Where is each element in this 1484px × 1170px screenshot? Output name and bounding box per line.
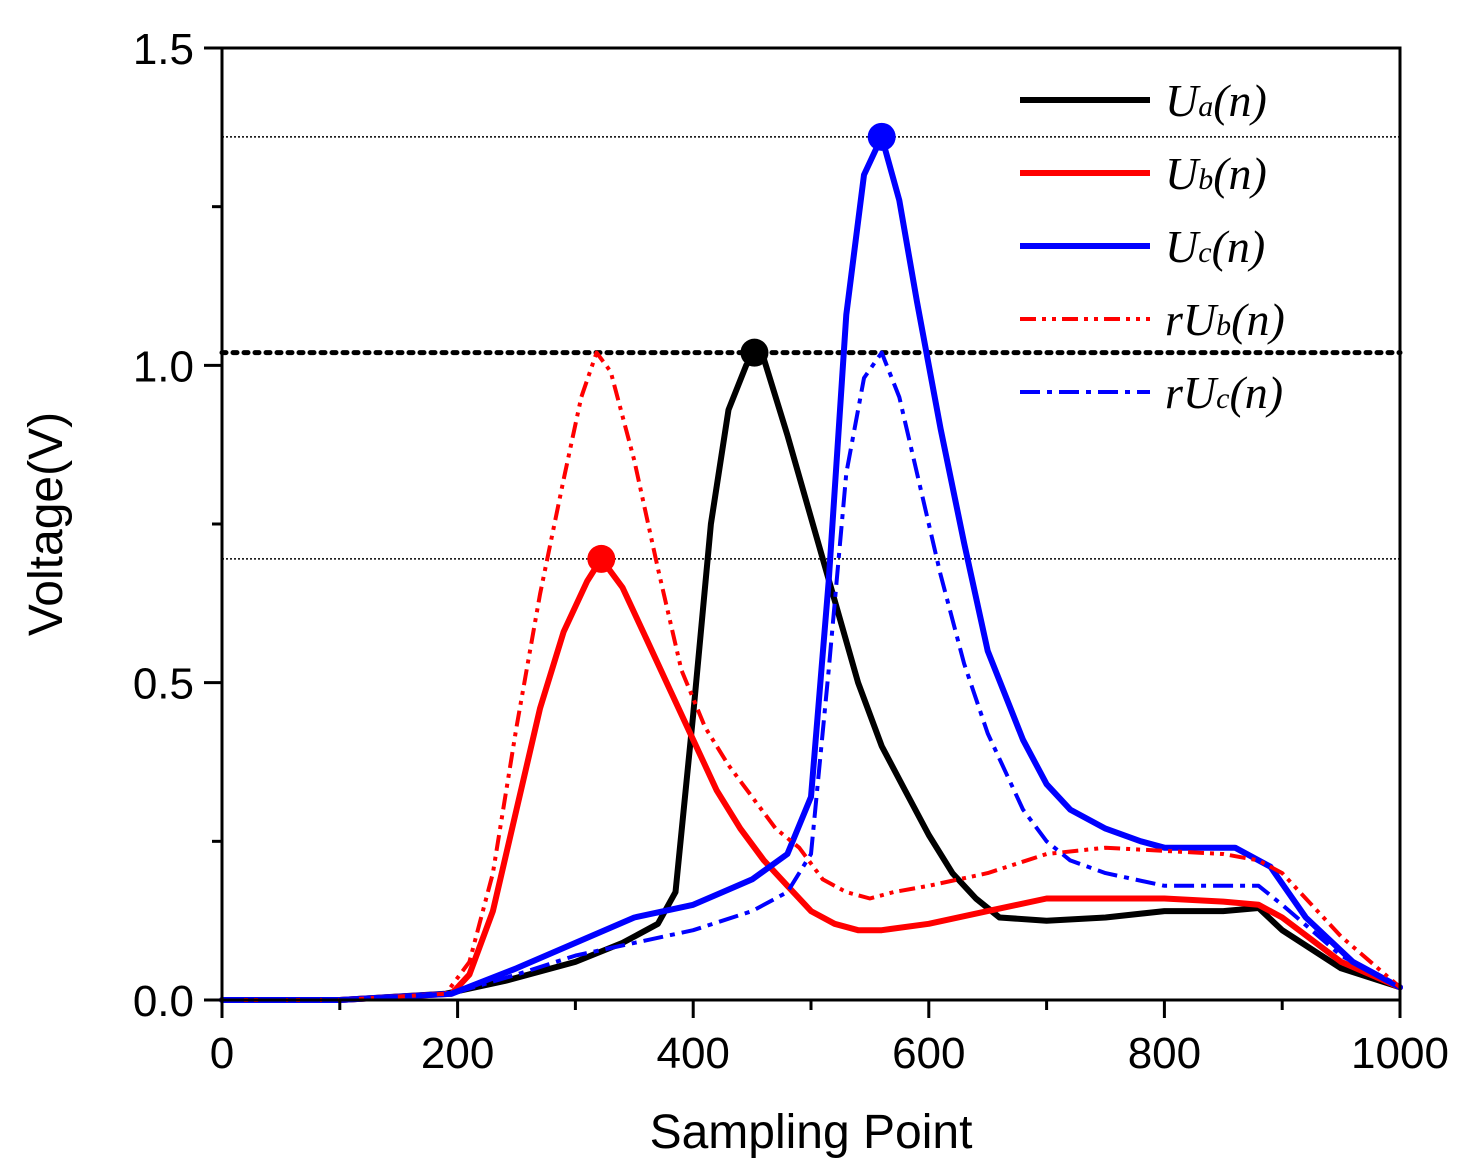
legend-label-Ub(n): Ub(n) [1165, 148, 1267, 199]
legend-label-rUb(n): rUb(n) [1165, 294, 1285, 345]
y-tick-label: 0.0 [133, 977, 194, 1026]
y-tick-label: 0.5 [133, 660, 194, 709]
x-tick-label: 400 [656, 1029, 729, 1078]
legend-label-rUc(n): rUc(n) [1165, 367, 1283, 418]
legend: Ua(n) Ub(n) Uc(n) rUb(n) rUc(n) [1020, 75, 1285, 418]
legend-label-Uc(n): Uc(n) [1165, 221, 1265, 272]
x-axis-title: Sampling Point [650, 1106, 973, 1159]
y-tick-label: 1.0 [133, 342, 194, 391]
series-layer [219, 133, 1403, 1003]
x-tick-label: 0 [210, 1029, 234, 1078]
axis-ticks: 0 200 400 600 800 1000 0.0 0.5 1.0 1.5 [133, 25, 1449, 1078]
y-tick-label: 1.5 [133, 25, 194, 74]
x-tick-label: 1000 [1351, 1029, 1449, 1078]
legend-label-Ua(n): Ua(n) [1165, 75, 1267, 126]
peak-marker-Ua(n) [740, 338, 769, 367]
series-line-b-solid [219, 555, 1403, 1003]
reference-lines [219, 136, 1403, 560]
series-line-b-dash-dot-dot [222, 350, 1402, 1002]
x-tick-label: 200 [421, 1029, 494, 1078]
series-line-c-solid [219, 133, 1403, 1003]
peak-marker-Uc(n) [867, 122, 896, 151]
peak-markers [587, 122, 896, 573]
x-tick-label: 600 [892, 1029, 965, 1078]
peak-marker-Ub(n) [587, 544, 616, 573]
y-axis-title: Voltage(V) [20, 412, 73, 636]
x-tick-label: 800 [1128, 1029, 1201, 1078]
series-line-c-dash-dot [222, 350, 1401, 1002]
series-line-a-solid [219, 349, 1403, 1003]
